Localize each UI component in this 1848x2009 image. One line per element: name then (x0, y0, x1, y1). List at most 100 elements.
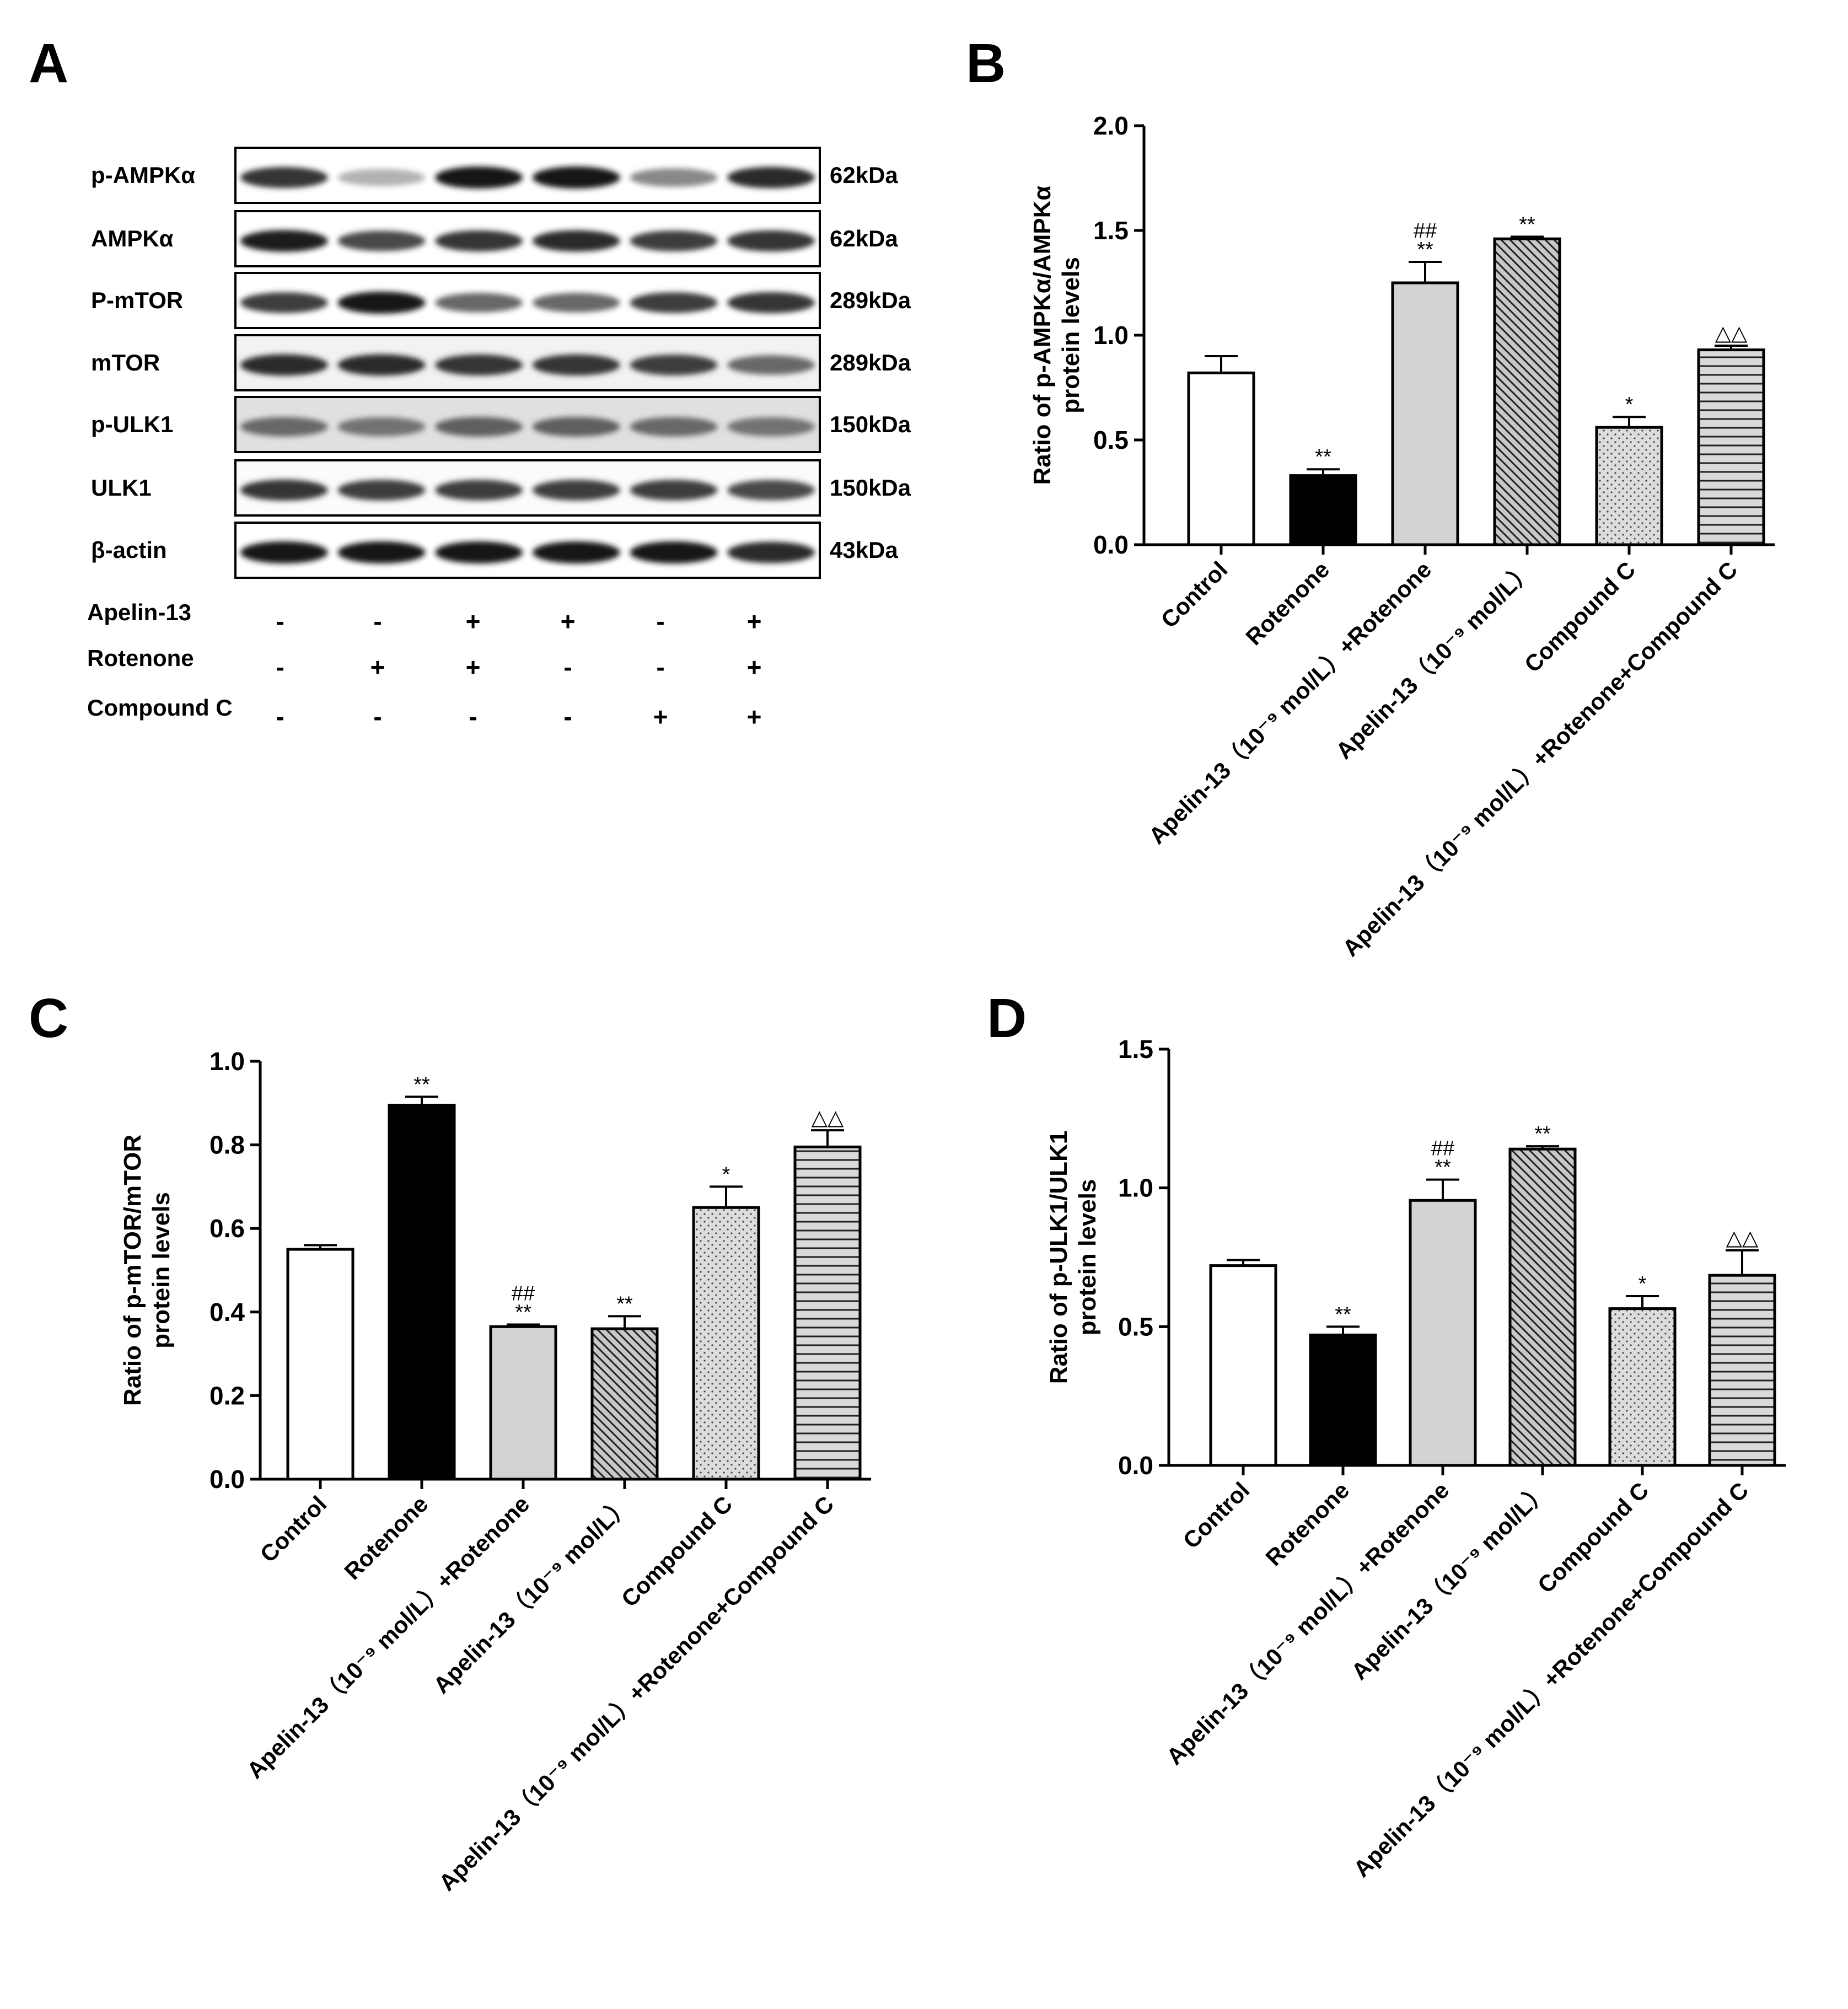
condition-sign: - (276, 607, 284, 636)
y-tick-label: 0.2 (209, 1381, 245, 1410)
blot-band (240, 417, 328, 437)
blot-band (435, 480, 523, 501)
blot-row: mTOR 289kDa (91, 334, 911, 391)
bar (1187, 371, 1255, 546)
blot-row-label: mTOR (91, 350, 160, 375)
condition-sign: - (656, 607, 664, 636)
blot-band (727, 417, 815, 437)
x-tick-label: Apelin-13（10⁻⁹ mol/L） (1331, 556, 1539, 764)
x-tick-label: Apelin-13（10⁻⁹ mol/L） (428, 1491, 636, 1699)
blot-band (727, 355, 815, 375)
blot-band (532, 293, 620, 313)
blot-band (532, 480, 620, 501)
blot-row: p-AMPKα 62kDa (91, 147, 898, 204)
blot-band (337, 292, 426, 314)
significance-mark: ## (1414, 219, 1437, 243)
blot-box (234, 522, 821, 579)
blot-band (630, 541, 718, 563)
y-tick-label: 1.0 (1093, 321, 1129, 350)
blot-band (240, 292, 328, 313)
bar (489, 1325, 557, 1481)
blot-box (234, 334, 821, 391)
bar (1608, 1307, 1677, 1467)
bar-chart-d: 0.0 0.5 1.0 1.5 Ratio of p-ULK1/ULK1 protein … (1045, 1035, 1786, 1882)
blot-band (240, 354, 328, 376)
blot-band (337, 541, 426, 563)
condition-label: Compound C (87, 695, 233, 721)
blot-row-size: 62kDa (830, 162, 898, 188)
bar (1493, 237, 1561, 546)
bar-chart-c: 0.0 0.2 0.4 0.6 0.8 1.0 Ratio of p-mTOR/mTOR pr… (119, 1047, 871, 1896)
blot-box (234, 272, 821, 329)
y-tick-label: 0.5 (1118, 1312, 1153, 1341)
panel-label-a: A (29, 33, 69, 94)
significance-mark: ** (1519, 213, 1535, 236)
x-tick-label: Rotenone (1240, 556, 1334, 650)
condition-label: Apelin-13 (87, 599, 191, 625)
condition-sign: - (276, 653, 284, 681)
significance-mark: ** (413, 1073, 430, 1096)
blot-band (532, 166, 620, 189)
blot-box (234, 147, 821, 204)
bar-chart-b: 0.0 0.5 1.0 1.5 2.0 Ratio of p-AMPKα/AMPKα pro… (1029, 111, 1775, 961)
blot-band (435, 354, 523, 376)
blot-row: p-ULK1 150kDa (91, 396, 911, 453)
y-tick-label: 0.0 (1093, 530, 1129, 559)
bar (1209, 1264, 1277, 1467)
condition-sign: + (747, 653, 762, 681)
blot-band (240, 541, 328, 563)
significance-mark: ** (616, 1292, 633, 1315)
y-tick-label: 0.0 (209, 1465, 245, 1494)
blot-row-label: AMPKα (91, 225, 174, 251)
blot-band (630, 168, 718, 187)
significance-mark: * (1639, 1272, 1647, 1296)
significance-mark: ## (1431, 1137, 1454, 1161)
bar (1309, 1333, 1377, 1467)
y-axis-label: protein levels (148, 1192, 175, 1349)
blot-band (630, 230, 718, 251)
blot-row-size: 289kDa (830, 350, 911, 375)
blot-row-size: 289kDa (830, 287, 911, 313)
y-axis-label: Ratio of p-AMPKα/AMPKα (1029, 186, 1056, 485)
condition-sign: - (563, 702, 572, 731)
blot-band (435, 541, 523, 563)
blot-band (630, 480, 718, 501)
y-tick-label: 0.0 (1118, 1451, 1153, 1480)
blot-row-label: ULK1 (91, 475, 152, 501)
y-tick-label: 1.5 (1093, 216, 1129, 245)
bar (1697, 348, 1765, 546)
blot-band (337, 230, 426, 251)
blot-row-size: 150kDa (830, 475, 911, 501)
blot-band (532, 230, 620, 252)
condition-sign: + (370, 653, 385, 681)
y-tick-label: 0.6 (209, 1214, 245, 1243)
x-tick-label: Apelin-13（10⁻⁹ mol/L） (1346, 1477, 1554, 1685)
blot-band (337, 480, 426, 501)
blot-band (532, 354, 620, 376)
blot-band (240, 230, 328, 252)
blot-band (337, 169, 426, 186)
blot-band (435, 166, 523, 189)
blot-box (234, 459, 821, 517)
blot-band (630, 354, 718, 375)
condition-sign: + (466, 607, 481, 636)
blot-row: P-mTOR 289kDa (91, 272, 911, 329)
y-tick-label: 1.0 (1118, 1174, 1153, 1202)
blot-box (234, 210, 821, 267)
x-tick-label: Rotenone (1260, 1477, 1354, 1571)
significance-mark: ** (1534, 1122, 1551, 1146)
blot-band (532, 541, 620, 563)
y-axis-label: Ratio of p-mTOR/mTOR (119, 1135, 146, 1406)
blot-band (532, 417, 620, 437)
bar (1508, 1147, 1577, 1467)
bar (793, 1145, 862, 1481)
blot-row-size: 62kDa (830, 225, 898, 251)
bar (1289, 474, 1357, 546)
y-axis-label: protein levels (1057, 257, 1084, 413)
condition-label: Rotenone (87, 645, 194, 671)
blot-band (240, 166, 328, 189)
blot-band (727, 480, 815, 501)
blot-band (337, 417, 426, 437)
bar (388, 1104, 456, 1481)
